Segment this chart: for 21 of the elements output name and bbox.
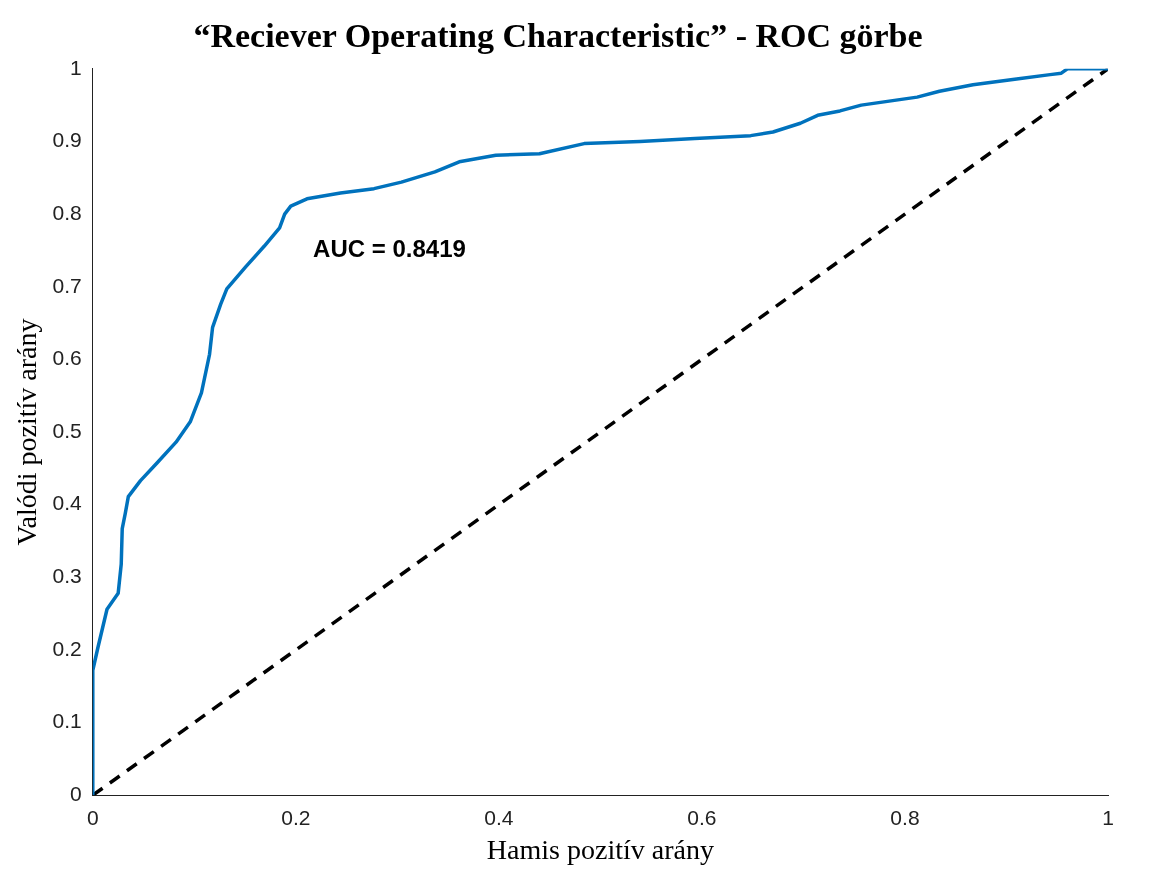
y-tick-label: 0.7 (52, 273, 82, 297)
x-tick-label: 0.6 (687, 805, 717, 829)
y-axis-title: Valódi pozitív arány (11, 318, 43, 546)
y-tick-label: 0 (70, 782, 82, 805)
y-tick-label: 0.9 (52, 128, 82, 152)
y-tick-label: 0.8 (52, 200, 82, 224)
x-tick-label: 1 (1102, 805, 1114, 829)
x-tick-label: 0.2 (281, 805, 311, 829)
y-tick-label: 1 (70, 55, 82, 79)
y-tick-label: 0.2 (52, 636, 82, 660)
chart-title: “Reciever Operating Characteristic” - ROC görbe (193, 17, 923, 55)
y-tick-label: 0.6 (52, 346, 82, 370)
y-tick-label: 0.4 (52, 491, 83, 515)
x-axis-title: Hamis pozitív arány (486, 833, 714, 865)
annotation: AUC = 0.8419 (313, 235, 466, 263)
x-tick-label: 0.8 (890, 805, 920, 829)
y-tick-label: 0.3 (52, 564, 82, 588)
y-tick-label: 0.1 (52, 709, 82, 733)
x-tick-label: 0 (86, 805, 99, 829)
x-tick-label: 0.4 (484, 805, 514, 829)
y-tick-label: 0.5 (52, 418, 82, 442)
